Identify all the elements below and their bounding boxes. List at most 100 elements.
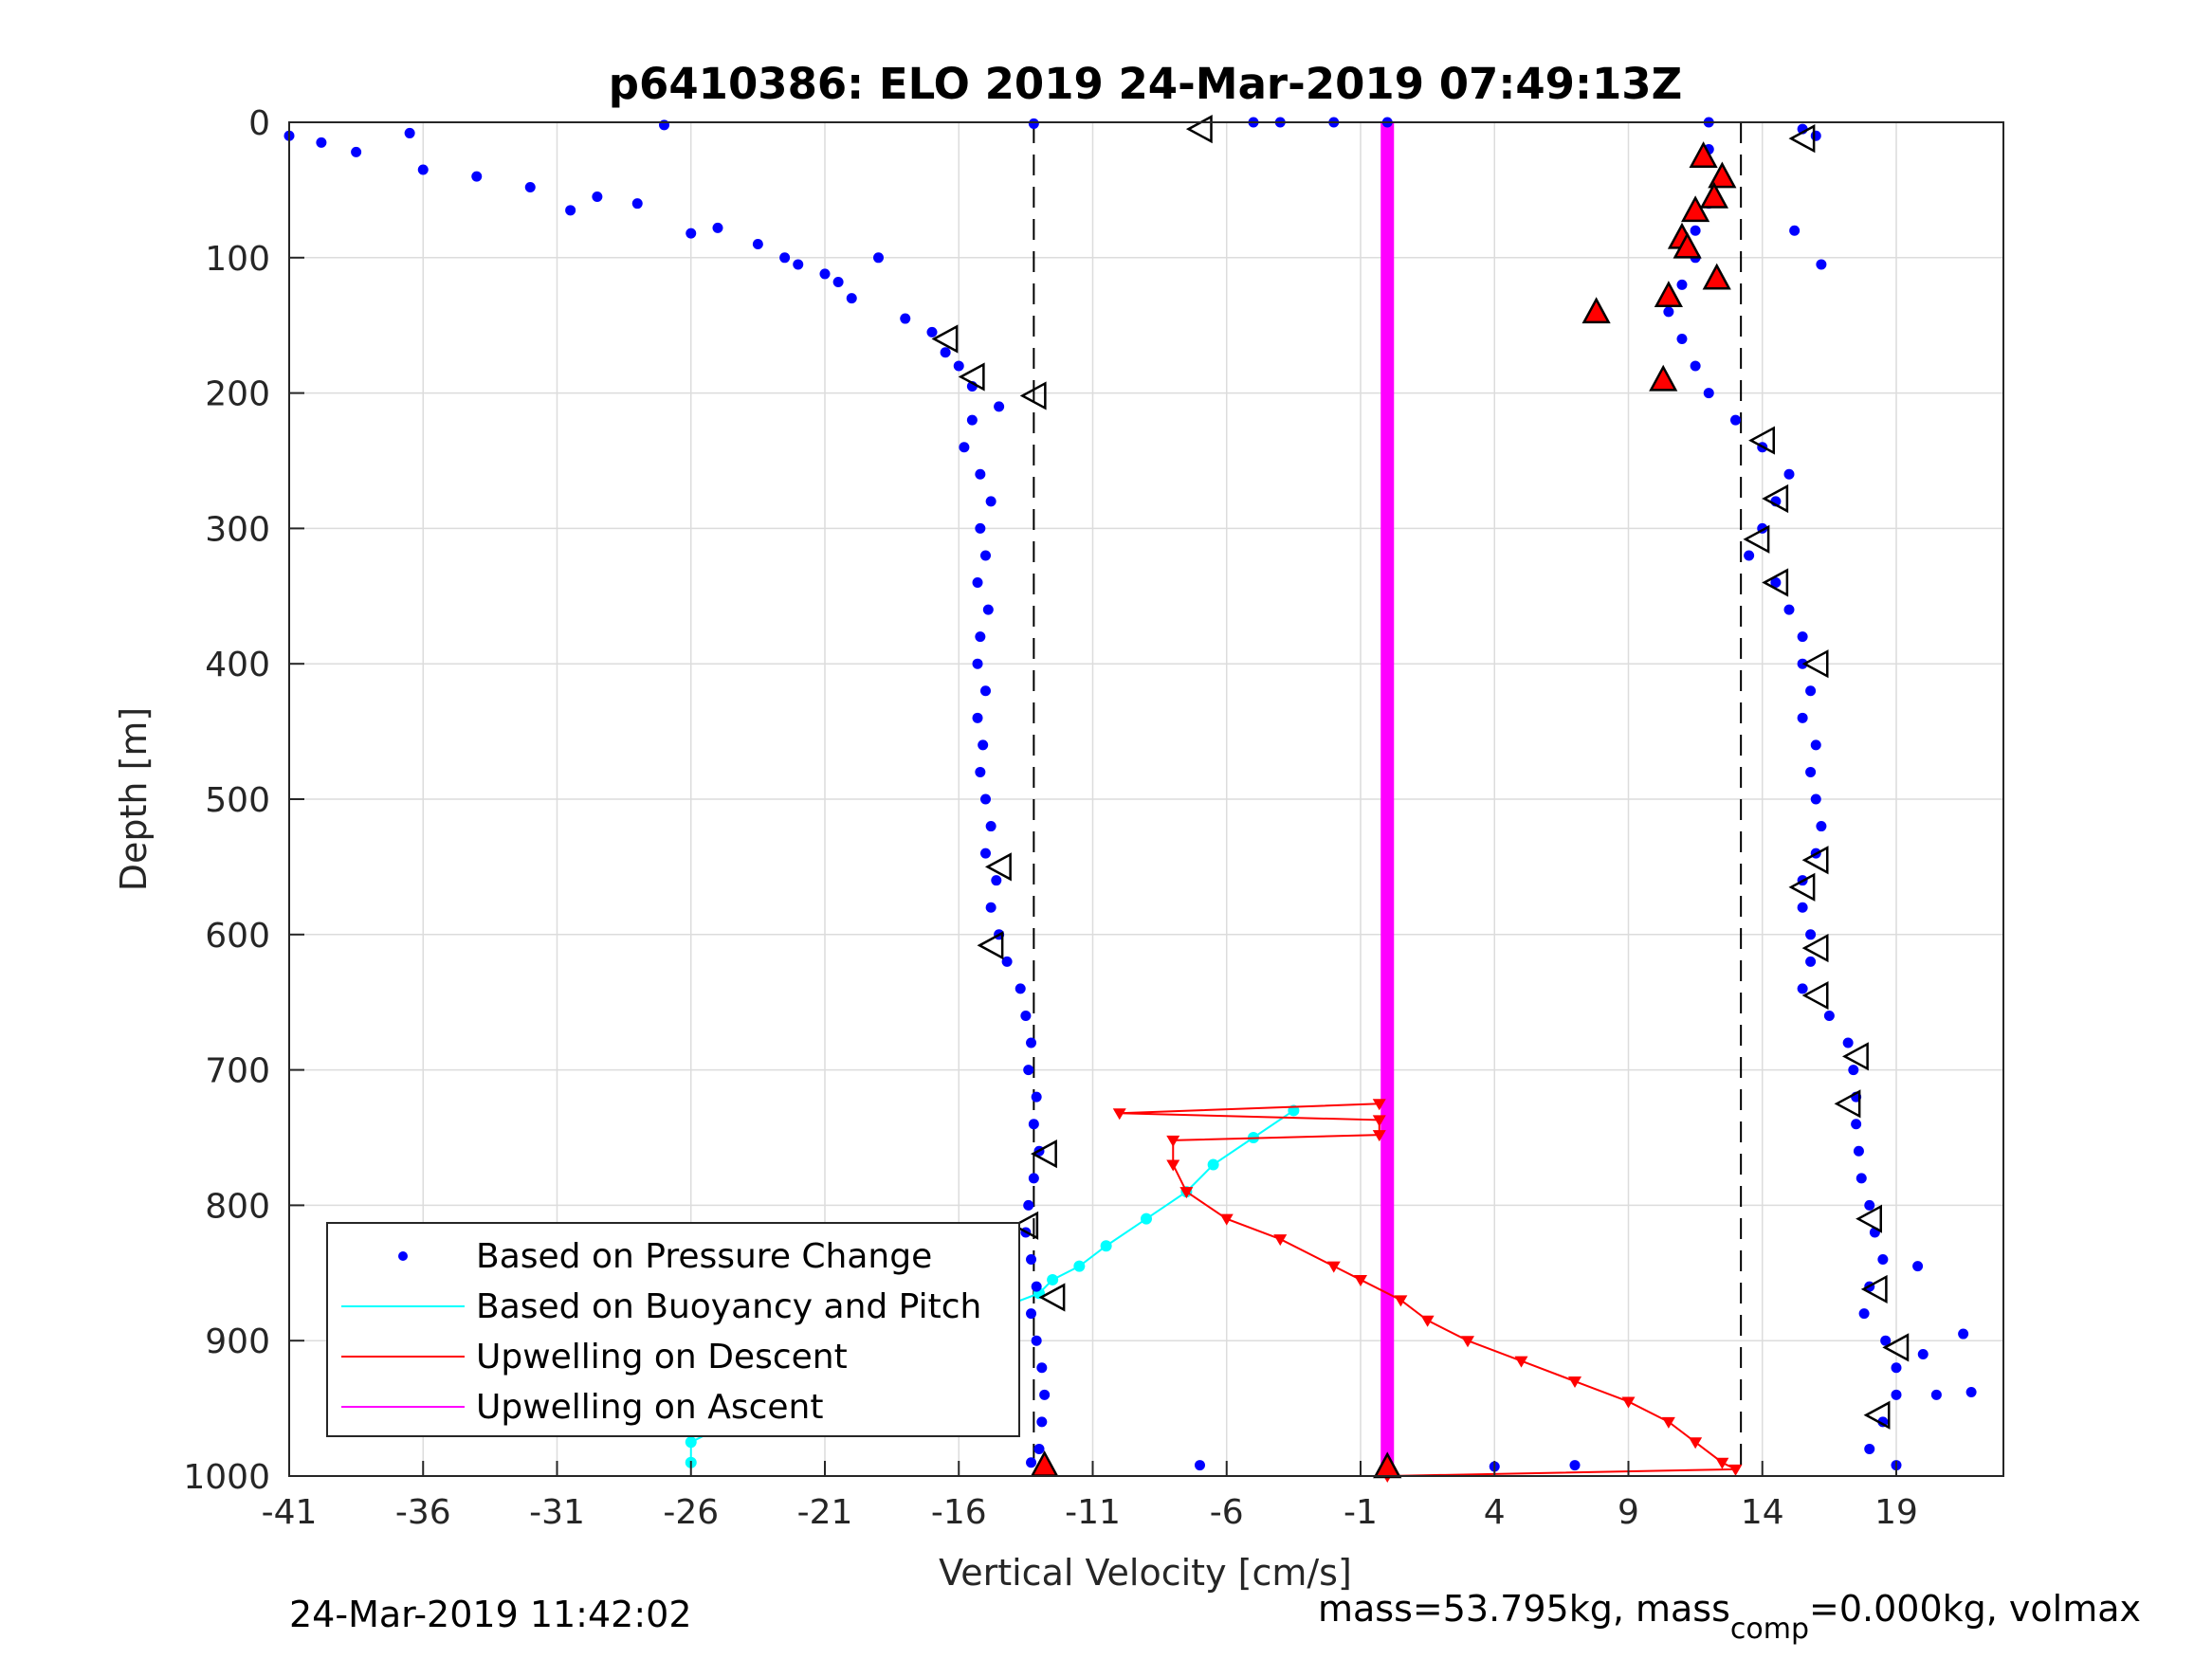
pressure-point [316,137,327,148]
pressure-point [1026,1254,1037,1266]
x-tick-label-3: -26 [663,1493,719,1532]
pressure-point [980,550,991,561]
open-triangle-marker [977,931,1004,960]
pressure-point [975,631,986,643]
descent-point [1715,1457,1729,1469]
open-triangle-marker [1012,1211,1039,1240]
y-axis-ticks: 0 100 200 300 400 500 600 700 800 900 1000 [183,104,304,1497]
pressure-point [1858,1308,1870,1320]
pressure-point [1001,956,1013,967]
pressure-point [1028,1119,1039,1130]
series-upwelling-descent-line [1119,1103,1736,1477]
pressure-point [1783,604,1795,615]
descent-point [1166,1159,1180,1172]
descent-point [1689,1437,1703,1449]
red-triangle-marker [1708,161,1737,189]
x-tick-label-6: -11 [1065,1493,1121,1532]
pressure-point [1842,1037,1854,1048]
pressure-point [1663,306,1674,318]
pressure-point [1036,1416,1048,1428]
pressure-point [1810,793,1821,805]
pressure-point [1851,1119,1862,1130]
x-axis-label: Vertical Velocity [cm/s] [939,1552,1352,1594]
descent-point [1326,1261,1341,1273]
red-triangle-marker [1689,141,1718,168]
pressure-point [1864,1443,1875,1454]
y-tick-label-6: 600 [205,917,270,956]
pressure-point [1805,766,1817,777]
series-buoyancy-pitch-point [1141,1212,1152,1225]
descent-point [1219,1213,1234,1226]
pressure-point [1877,1254,1889,1266]
series-buoyancy-pitch-point [1073,1260,1086,1272]
open-triangle-marker [1801,980,1829,1011]
pressure-point [972,577,983,589]
pressure-point [1023,1065,1034,1076]
y-tick-label-2: 200 [205,375,270,414]
pressure-point [1031,1281,1042,1292]
open-triangle-marker [1863,1400,1891,1430]
red-triangle-marker [1581,297,1611,324]
pressure-point [524,182,536,193]
pressure-point [1569,1460,1581,1471]
y-tick-label-5: 500 [205,781,270,820]
pressure-point [1770,577,1782,589]
pressure-point [846,293,857,304]
pressure-point [873,252,884,264]
red-triangle-marker [1681,195,1710,223]
open-triangle-marker [1856,1204,1882,1233]
red-triangle-marker [1702,263,1731,290]
pressure-point [1823,1010,1835,1021]
pressure-point [985,821,996,832]
ascent-band [1380,122,1395,1476]
pressure-point [1810,130,1821,141]
y-tick-label-0: 0 [248,104,270,143]
x-tick-label-11: 14 [1741,1493,1784,1532]
pressure-point [1856,1173,1867,1184]
pressure-point [1805,929,1817,940]
x-tick-label-7: -6 [1210,1493,1244,1532]
red-triangle-marker [1654,281,1683,308]
open-triangle-marker [958,362,985,392]
series-buoyancy-pitch-point [1100,1240,1112,1252]
pressure-point [1797,902,1808,913]
legend-box [326,1222,1020,1437]
pressure-point [966,414,978,426]
series-buoyancy-pitch-point [1047,1273,1059,1285]
pressure-point [1797,983,1808,994]
pressure-point [940,347,951,358]
pressure-point [1797,631,1808,643]
open-triangle-marker [1788,124,1816,154]
red-triangle-marker [1649,364,1678,392]
y-tick-label-8: 800 [205,1187,270,1226]
y-tick-label-1: 100 [205,240,270,279]
series-pressure-change [283,117,1977,1472]
open-triangle-marker [1762,568,1789,597]
pressure-point [1891,1389,1902,1400]
series-layer [283,117,1977,1483]
markers-layer [931,115,1910,1479]
open-triangle-marker [1748,426,1775,455]
pressure-point [985,496,996,507]
pressure-point [1676,279,1688,290]
pressure-point [1703,388,1714,399]
descent-point [1372,1130,1386,1142]
series-upwelling-descent [1112,1099,1743,1483]
pressure-point [832,277,844,288]
footer-mass-sub: comp [1730,1613,1809,1646]
pressure-point [631,198,643,210]
descent-point [1661,1416,1675,1429]
pressure-point [1810,739,1821,751]
pressure-point [471,171,483,182]
legend: Based on Pressure Change Based on Buoyanc… [326,1222,1020,1437]
pressure-point [1028,118,1039,129]
pressure-point [592,191,603,203]
pressure-point [1195,1460,1205,1471]
open-triangle-marker [985,852,1012,882]
pressure-point [1783,468,1795,480]
x-tick-label-4: -21 [797,1493,853,1532]
descent-point [1420,1315,1435,1327]
footer-mass-prefix: mass=53.795kg, mass [1318,1588,1730,1630]
pressure-point [975,766,986,777]
legend-label-0: Based on Pressure Change [476,1237,932,1276]
